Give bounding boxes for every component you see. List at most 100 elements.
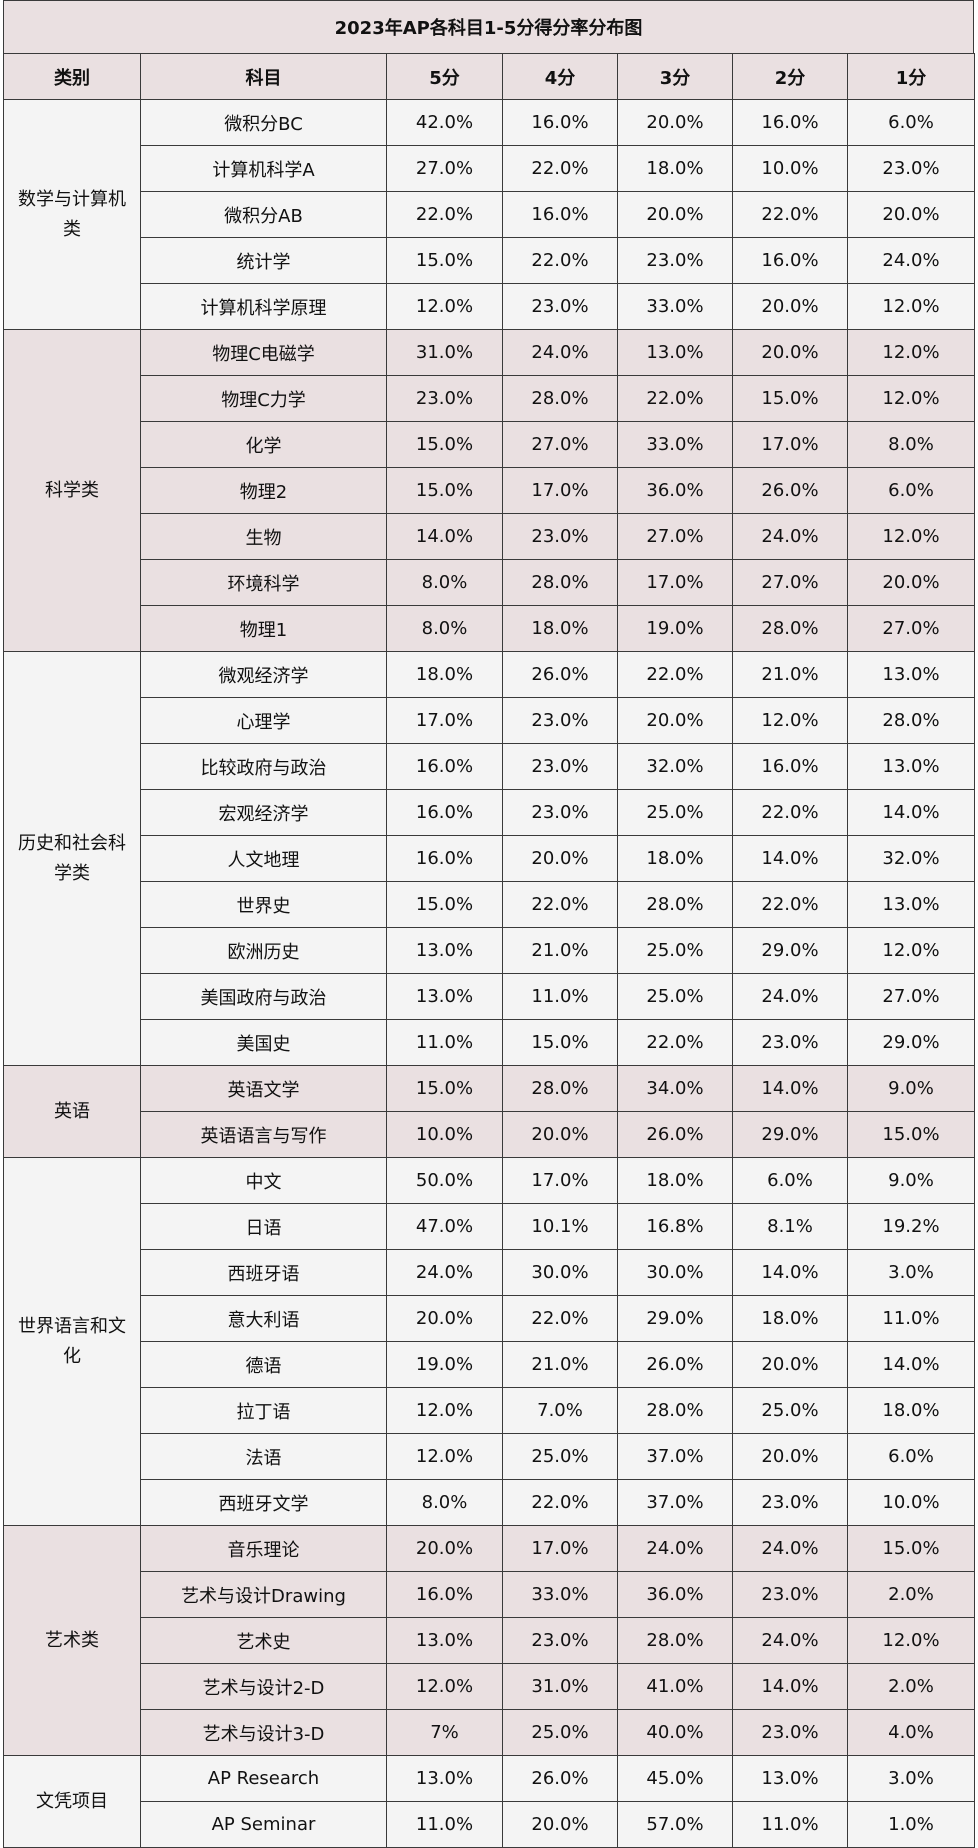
score-5-cell: 27.0% <box>386 145 503 192</box>
score-4-cell: 15.0% <box>502 1019 618 1066</box>
category-cell: 数学与计算机类 <box>3 99 141 330</box>
score-4-cell: 24.0% <box>502 329 618 376</box>
subject-cell: 化学 <box>140 421 387 468</box>
table-row: 宏观经济学 16.0% 23.0% 25.0% 22.0% 14.0% <box>4 789 975 836</box>
score-2-cell: 12.0% <box>732 697 848 744</box>
score-5-cell: 7% <box>386 1709 503 1756</box>
score-4-cell: 16.0% <box>502 191 618 238</box>
score-4-cell: 20.0% <box>502 1801 618 1848</box>
table-row: 比较政府与政治 16.0% 23.0% 32.0% 16.0% 13.0% <box>4 743 975 790</box>
table-row: 文凭项目 AP Research 13.0% 26.0% 45.0% 13.0% 3.0% <box>3 1755 975 1848</box>
table-row: 计算机科学原理 12.0% 23.0% 33.0% 20.0% 12.0% <box>4 283 975 330</box>
score-1-cell: 12.0% <box>847 927 975 974</box>
table-row: 艺术与设计2-D 12.0% 31.0% 41.0% 14.0% 2.0% <box>4 1663 975 1710</box>
score-2-cell: 28.0% <box>732 605 848 652</box>
score-4-cell: 23.0% <box>502 283 618 330</box>
score-1-cell: 24.0% <box>847 237 975 284</box>
score-5-cell: 42.0% <box>386 99 503 146</box>
score-3-cell: 57.0% <box>617 1801 733 1848</box>
score-3-cell: 28.0% <box>617 881 733 928</box>
subject-cell: 物理C力学 <box>140 375 387 422</box>
table-row: AP Seminar 11.0% 20.0% 57.0% 11.0% 1.0% <box>4 1801 975 1848</box>
score-5-cell: 22.0% <box>386 191 503 238</box>
category-cell: 艺术类 <box>3 1525 141 1756</box>
category-cell: 世界语言和文化 <box>3 1157 141 1526</box>
score-3-cell: 37.0% <box>617 1479 733 1526</box>
subject-cell: 物理C电磁学 <box>140 329 387 376</box>
table-title: 2023年AP各科目1-5分得分率分布图 <box>3 0 974 54</box>
subject-cell: 艺术与设计3-D <box>140 1709 387 1756</box>
score-1-cell: 13.0% <box>847 651 975 698</box>
score-5-cell: 50.0% <box>386 1157 503 1204</box>
score-2-cell: 16.0% <box>732 99 848 146</box>
score-3-cell: 28.0% <box>617 1617 733 1664</box>
score-4-cell: 26.0% <box>502 1755 618 1802</box>
subject-cell: 世界史 <box>140 881 387 928</box>
score-2-cell: 24.0% <box>732 1525 848 1572</box>
score-4-cell: 22.0% <box>502 237 618 284</box>
score-5-cell: 8.0% <box>386 559 503 606</box>
subject-cell: 西班牙文学 <box>140 1479 387 1526</box>
score-1-cell: 20.0% <box>847 559 975 606</box>
header-score-4: 4分 <box>502 53 618 100</box>
score-2-cell: 8.1% <box>732 1203 848 1250</box>
subject-cell: 艺术与设计Drawing <box>140 1571 387 1618</box>
score-2-cell: 23.0% <box>732 1019 848 1066</box>
score-5-cell: 12.0% <box>386 283 503 330</box>
header-subject: 科目 <box>140 53 387 100</box>
score-3-cell: 18.0% <box>617 145 733 192</box>
subject-cell: 比较政府与政治 <box>140 743 387 790</box>
table-row: 艺术史 13.0% 23.0% 28.0% 24.0% 12.0% <box>4 1617 975 1664</box>
subject-cell: AP Seminar <box>140 1801 387 1848</box>
score-3-cell: 23.0% <box>617 237 733 284</box>
subject-cell: 艺术与设计2-D <box>140 1663 387 1710</box>
score-5-cell: 19.0% <box>386 1341 503 1388</box>
score-2-cell: 14.0% <box>732 1249 848 1296</box>
score-4-cell: 20.0% <box>502 1111 618 1158</box>
score-4-cell: 28.0% <box>502 375 618 422</box>
score-distribution-table: 类别 科目 5分 4分 3分 2分 1分 数学与计算机类 微积分BC 42.0% 16… <box>3 53 975 1848</box>
score-4-cell: 23.0% <box>502 743 618 790</box>
score-2-cell: 22.0% <box>732 881 848 928</box>
score-3-cell: 33.0% <box>617 283 733 330</box>
score-1-cell: 6.0% <box>847 1433 975 1480</box>
table-row: 英语语言与写作 10.0% 20.0% 26.0% 29.0% 15.0% <box>4 1111 975 1158</box>
score-3-cell: 41.0% <box>617 1663 733 1710</box>
score-2-cell: 14.0% <box>732 835 848 882</box>
score-2-cell: 22.0% <box>732 191 848 238</box>
score-4-cell: 17.0% <box>502 1525 618 1572</box>
score-1-cell: 15.0% <box>847 1525 975 1572</box>
score-2-cell: 23.0% <box>732 1479 848 1526</box>
table-row: 化学 15.0% 27.0% 33.0% 17.0% 8.0% <box>4 421 975 468</box>
score-2-cell: 23.0% <box>732 1571 848 1618</box>
table-body: 数学与计算机类 微积分BC 42.0% 16.0% 20.0% 16.0% 6.0% 计算机科… <box>3 99 975 1848</box>
subject-cell: 人文地理 <box>140 835 387 882</box>
subject-cell: 物理2 <box>140 467 387 514</box>
score-5-cell: 13.0% <box>386 1755 503 1802</box>
score-5-cell: 11.0% <box>386 1019 503 1066</box>
score-4-cell: 33.0% <box>502 1571 618 1618</box>
header-category: 类别 <box>3 53 141 100</box>
score-5-cell: 13.0% <box>386 927 503 974</box>
score-1-cell: 3.0% <box>847 1249 975 1296</box>
score-3-cell: 13.0% <box>617 329 733 376</box>
table-row: 统计学 15.0% 22.0% 23.0% 16.0% 24.0% <box>4 237 975 284</box>
score-3-cell: 22.0% <box>617 1019 733 1066</box>
subject-cell: 物理1 <box>140 605 387 652</box>
score-5-cell: 12.0% <box>386 1433 503 1480</box>
score-4-cell: 21.0% <box>502 927 618 974</box>
score-4-cell: 17.0% <box>502 467 618 514</box>
subject-cell: 计算机科学原理 <box>140 283 387 330</box>
score-4-cell: 23.0% <box>502 697 618 744</box>
score-5-cell: 18.0% <box>386 651 503 698</box>
score-3-cell: 18.0% <box>617 835 733 882</box>
subject-cell: 音乐理论 <box>140 1525 387 1572</box>
score-3-cell: 27.0% <box>617 513 733 560</box>
score-1-cell: 1.0% <box>847 1801 975 1848</box>
score-1-cell: 6.0% <box>847 467 975 514</box>
score-5-cell: 23.0% <box>386 375 503 422</box>
score-2-cell: 22.0% <box>732 789 848 836</box>
score-3-cell: 25.0% <box>617 789 733 836</box>
score-2-cell: 14.0% <box>732 1663 848 1710</box>
score-5-cell: 16.0% <box>386 835 503 882</box>
